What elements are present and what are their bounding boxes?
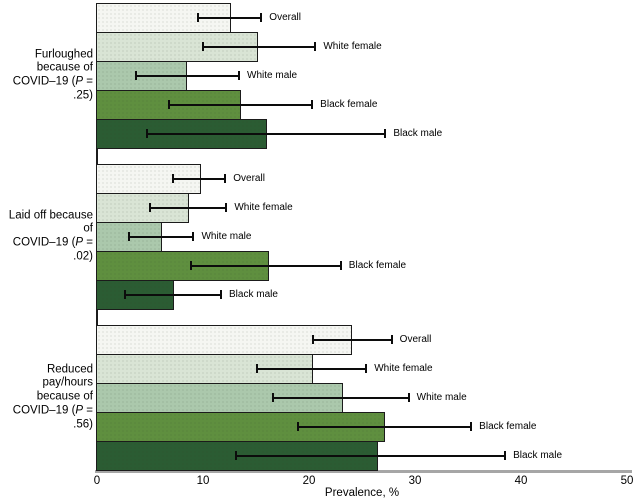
x-axis-line	[95, 470, 632, 473]
error-cap-low-white-female	[256, 364, 259, 373]
error-cap-high-black-female	[339, 261, 342, 270]
error-cap-low-overall	[172, 174, 175, 183]
group-label-3: Reduced pay/hours because of COVID–19 (P =…	[0, 363, 93, 432]
error-bar-white-female	[203, 45, 316, 48]
error-cap-low-white-female	[149, 203, 151, 212]
error-bar-black-male	[146, 132, 386, 135]
error-bar-overall	[173, 177, 226, 180]
error-bar-white-female	[257, 367, 367, 370]
error-cap-low-black-female	[168, 100, 171, 109]
error-cap-low-white-male	[135, 71, 138, 80]
error-bar-white-female	[150, 206, 227, 209]
error-cap-low-black-female	[190, 261, 193, 270]
category-label-white-male: White male	[247, 69, 298, 81]
category-label-black-male: Black male	[393, 127, 443, 139]
group-label-line: COVID–19 (P = .02)	[12, 236, 93, 263]
error-cap-high-overall	[224, 174, 227, 183]
x-axis-title: Prevalence, %	[324, 487, 400, 499]
error-cap-high-white-female	[314, 42, 317, 51]
category-label-white-male: White male	[416, 391, 467, 403]
error-cap-high-black-male	[384, 129, 387, 138]
error-cap-high-white-female	[225, 203, 228, 212]
group-label-line: Furloughed	[34, 47, 93, 60]
error-bar-black-female	[191, 264, 341, 267]
x-tick-label-40: 40	[514, 475, 528, 487]
error-bar-black-female	[298, 425, 472, 428]
error-bar-overall	[313, 338, 392, 341]
category-label-white-male: White male	[201, 230, 252, 242]
error-bar-black-male	[124, 293, 221, 296]
bar-white-male	[96, 383, 343, 413]
error-cap-low-black-female	[297, 422, 300, 431]
category-label-white-female: White female	[374, 362, 433, 374]
error-bar-white-male	[136, 74, 240, 77]
error-cap-high-white-male	[407, 393, 410, 402]
error-bar-black-female	[169, 103, 313, 106]
x-tick-label-30: 30	[408, 475, 422, 487]
bar-white-female	[96, 193, 190, 223]
bar-overall	[96, 164, 201, 194]
group-label-2: Laid off because of COVID–19 (P = .02)	[0, 209, 93, 264]
error-cap-high-overall	[260, 13, 263, 22]
error-cap-high-white-female	[365, 364, 368, 373]
error-bar-overall	[197, 16, 262, 19]
error-cap-low-overall	[312, 335, 315, 344]
x-tick-label-0: 0	[93, 475, 101, 487]
category-label-black-male: Black male	[513, 449, 562, 461]
error-cap-low-black-male	[145, 129, 148, 138]
category-label-black-female: Black female	[320, 98, 378, 110]
error-cap-low-black-male	[234, 451, 237, 460]
category-label-overall: Overall	[233, 172, 265, 184]
category-label-overall: Overall	[399, 333, 432, 345]
group-label-1: Furloughed because of COVID–19 (P = .25)	[0, 48, 93, 103]
error-cap-high-overall	[390, 335, 393, 344]
error-cap-high-black-female	[470, 422, 473, 431]
error-cap-low-white-female	[202, 42, 204, 51]
error-cap-low-black-male	[123, 290, 126, 299]
bar-overall	[96, 325, 353, 355]
error-bar-white-male	[128, 235, 194, 238]
group-label-line: COVID–19 (P = .25)	[12, 75, 93, 102]
category-label-white-female: White female	[234, 201, 293, 213]
group-label-line: because of	[36, 390, 93, 403]
error-bar-white-male	[272, 396, 409, 399]
error-cap-high-white-male	[192, 232, 195, 241]
group-label-line: because of	[36, 61, 93, 74]
error-cap-low-white-male	[127, 232, 130, 241]
x-tick-label-20: 20	[302, 475, 316, 487]
error-cap-high-black-female	[311, 100, 314, 109]
group-label-line: COVID–19 (P = .56)	[12, 404, 93, 431]
error-cap-low-overall	[196, 13, 199, 22]
category-label-black-male: Black male	[229, 288, 278, 300]
x-tick-label-50: 50	[620, 475, 634, 487]
group-label-line: Laid off because of	[8, 208, 93, 235]
error-cap-high-black-male	[504, 451, 507, 460]
error-cap-low-white-male	[271, 393, 274, 402]
x-tick-label-10: 10	[196, 475, 210, 487]
category-label-black-female: Black female	[348, 259, 407, 271]
error-cap-high-white-male	[238, 71, 241, 80]
category-label-white-female: White female	[323, 40, 382, 52]
category-label-overall: Overall	[269, 11, 301, 23]
error-cap-high-black-male	[220, 290, 223, 299]
category-label-black-female: Black female	[479, 420, 537, 432]
group-label-line: Reduced pay/hours	[42, 363, 93, 389]
error-bar-black-male	[235, 454, 506, 457]
